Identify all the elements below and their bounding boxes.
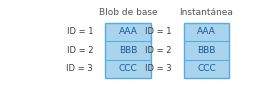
Text: ID = 1: ID = 1 — [145, 27, 171, 36]
Text: ID = 1: ID = 1 — [66, 27, 93, 36]
Text: ID = 3: ID = 3 — [66, 64, 93, 73]
Text: AAA: AAA — [119, 27, 138, 36]
Text: CCC: CCC — [119, 64, 138, 73]
Text: ID = 3: ID = 3 — [145, 64, 171, 73]
Bar — [105, 23, 151, 78]
Text: Instantánea: Instantánea — [180, 8, 233, 17]
Text: Blob de base: Blob de base — [99, 8, 157, 17]
Bar — [184, 23, 229, 78]
Text: ID = 2: ID = 2 — [66, 46, 93, 55]
Text: ID = 2: ID = 2 — [145, 46, 171, 55]
Text: CCC: CCC — [197, 64, 216, 73]
Text: BBB: BBB — [119, 46, 137, 55]
Text: BBB: BBB — [197, 46, 216, 55]
Text: AAA: AAA — [197, 27, 216, 36]
